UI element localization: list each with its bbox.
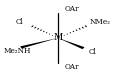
Text: Cl: Cl bbox=[15, 18, 23, 26]
Text: OAr: OAr bbox=[64, 5, 79, 13]
Text: OAr: OAr bbox=[64, 63, 79, 71]
Text: M: M bbox=[53, 33, 62, 42]
Polygon shape bbox=[20, 38, 58, 49]
Text: Cl: Cl bbox=[87, 48, 95, 56]
Polygon shape bbox=[58, 38, 84, 49]
Text: Me₂NH: Me₂NH bbox=[3, 47, 31, 55]
Text: NMe₂: NMe₂ bbox=[89, 18, 109, 26]
